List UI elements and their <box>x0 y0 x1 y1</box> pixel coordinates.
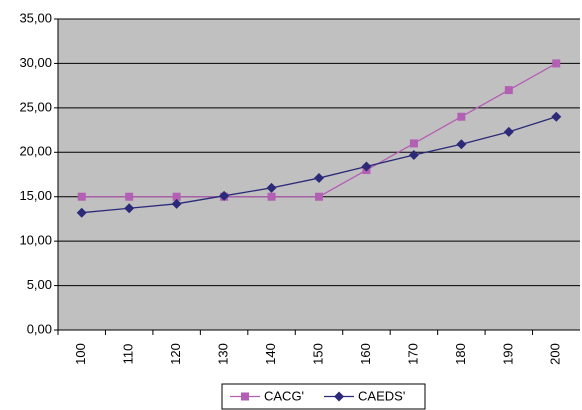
marker <box>504 86 513 95</box>
marker <box>266 182 277 193</box>
legend: CACG' CAEDS' <box>221 383 426 410</box>
marker <box>219 190 230 201</box>
legend-label: CAEDS' <box>358 388 405 403</box>
y-tick-label: 5,00 <box>27 277 52 292</box>
x-tick-label: 150 <box>310 343 325 365</box>
y-tick-label: 0,00 <box>27 321 52 336</box>
x-tick-label: 170 <box>405 343 420 365</box>
x-tick-label: 120 <box>168 343 183 365</box>
x-tick-label: 180 <box>453 343 468 365</box>
y-tick-label: 10,00 <box>19 233 52 248</box>
marker <box>408 149 419 160</box>
marker <box>172 192 181 201</box>
marker <box>456 139 467 150</box>
y-tick-label: 15,00 <box>19 188 52 203</box>
marker <box>457 112 466 121</box>
x-tick-label: 130 <box>216 343 231 365</box>
legend-label: CACG' <box>264 388 304 403</box>
marker <box>76 207 87 218</box>
y-tick-label: 30,00 <box>19 55 52 70</box>
x-tick-label: 160 <box>358 343 373 365</box>
marker <box>361 161 372 172</box>
x-tick-label: 190 <box>500 343 515 365</box>
marker <box>171 198 182 209</box>
marker <box>267 192 276 201</box>
marker <box>315 192 323 201</box>
marker <box>334 391 345 402</box>
marker <box>552 59 561 68</box>
marker <box>503 126 514 137</box>
y-tick-label: 35,00 <box>19 10 52 25</box>
marker <box>241 392 249 401</box>
marker <box>125 192 134 201</box>
x-tick-label: 200 <box>548 343 563 365</box>
marker <box>314 173 324 184</box>
marker <box>551 111 562 122</box>
x-tick-label: 100 <box>73 343 88 365</box>
y-tick-label: 25,00 <box>19 99 52 114</box>
marker <box>77 192 86 201</box>
x-tick-label: 140 <box>263 343 278 365</box>
y-tick-label: 20,00 <box>19 144 52 159</box>
marker <box>409 139 418 148</box>
marker <box>124 203 135 214</box>
x-tick-label: 110 <box>121 344 136 365</box>
